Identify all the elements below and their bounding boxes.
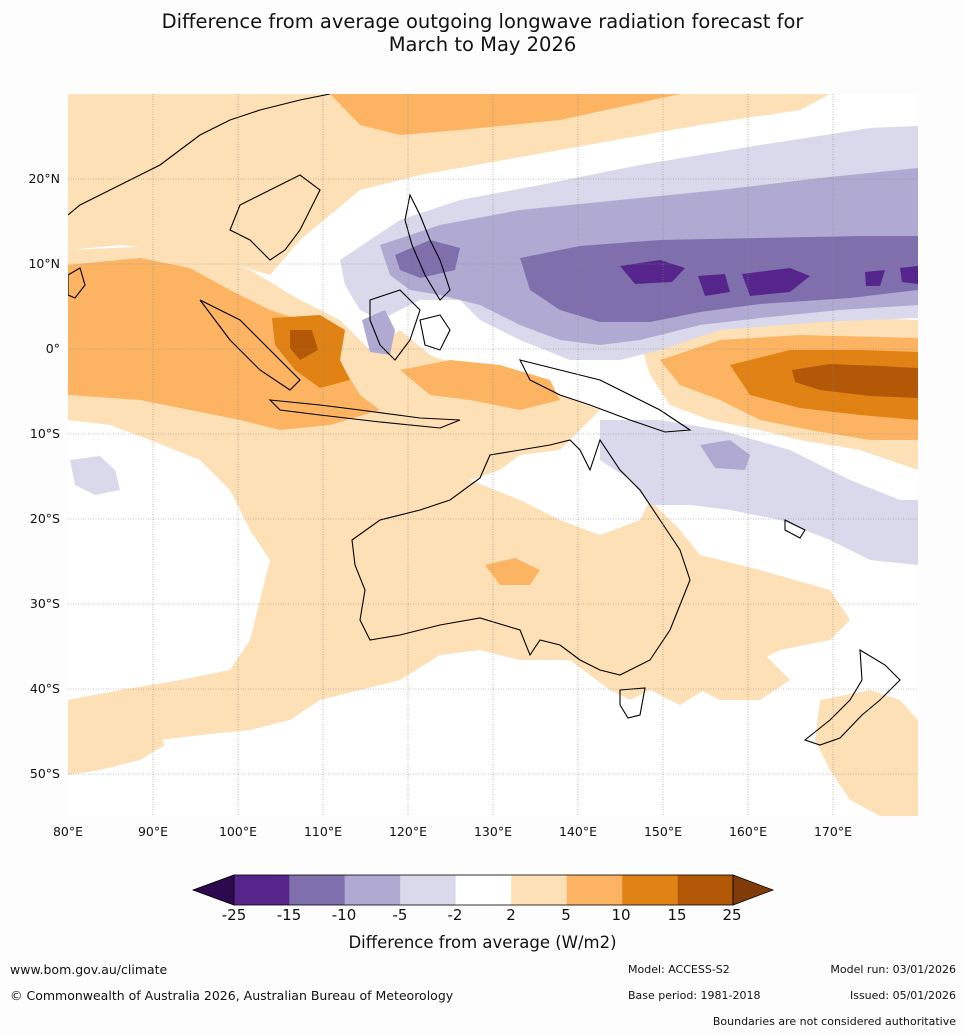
- footer-model: Model: ACCESS-S2: [628, 963, 730, 976]
- colorbar-title: Difference from average (W/m2): [348, 933, 617, 952]
- footer-issued: Issued: 05/01/2026: [849, 989, 956, 1002]
- coastlines: [68, 94, 901, 746]
- colorbar-segments: [191, 874, 775, 906]
- title-line-1: Difference from average outgoing longwav…: [161, 10, 804, 33]
- footer-copyright: © Commonwealth of Australia 2026, Austra…: [10, 988, 454, 1003]
- lon-label-120e: 120°E: [388, 824, 427, 839]
- title-line-2: March to May 2026: [388, 33, 577, 56]
- lon-label-140e: 140°E: [558, 824, 597, 839]
- colorbar-segment: [289, 875, 345, 905]
- forecast-map: [68, 94, 918, 816]
- colorbar-label: 5: [561, 906, 571, 924]
- colorbar-extend-low: [191, 874, 235, 906]
- lat-label-10n: 10°N: [28, 256, 60, 271]
- colorbar-segment: [400, 875, 456, 905]
- colorbar-segment: [344, 875, 401, 905]
- lon-label-130e: 130°E: [473, 824, 512, 839]
- anomaly-neg15-neg25-regions: [620, 260, 918, 296]
- colorbar-segment: [511, 875, 567, 905]
- lon-label-80e: 80°E: [52, 824, 84, 839]
- colorbar-segment: [622, 875, 678, 905]
- lat-label-10s: 10°S: [29, 426, 60, 441]
- lon-label-100e: 100°E: [218, 824, 257, 839]
- map-title: Difference from average outgoing longwav…: [0, 10, 965, 56]
- lon-label-90e: 90°E: [137, 824, 169, 839]
- colorbar-segment: [566, 875, 623, 905]
- colorbar-label: -2: [447, 906, 463, 924]
- colorbar-label: 15: [667, 906, 687, 924]
- lat-label-40s: 40°S: [29, 681, 60, 696]
- colorbar-label: -15: [276, 906, 302, 924]
- footer-boundaries: Boundaries are not considered authoritat…: [712, 1015, 956, 1028]
- colorbar-frame: [233, 874, 734, 906]
- lat-label-20n: 20°N: [28, 171, 60, 186]
- lon-label-110e: 110°E: [303, 824, 342, 839]
- colorbar-segment: [234, 875, 290, 905]
- colorbar-label: -5: [392, 906, 408, 924]
- lat-label-50s: 50°S: [29, 766, 60, 781]
- graticule: [68, 94, 918, 816]
- colorbar-extend-high: [732, 874, 775, 906]
- colorbar-label: 25: [722, 906, 742, 924]
- lat-label-20s: 20°S: [29, 511, 60, 526]
- footer-base-period: Base period: 1981-2018: [628, 989, 761, 1002]
- colorbar-segment: [455, 875, 512, 905]
- lon-label-170e: 170°E: [813, 824, 852, 839]
- lon-label-160e: 160°E: [728, 824, 767, 839]
- anomaly-15-25-regions: [290, 330, 918, 398]
- anomaly-layer: [68, 94, 918, 816]
- colorbar-label: -10: [331, 906, 357, 924]
- footer-website[interactable]: www.bom.gov.au/climate: [10, 962, 168, 977]
- lat-label-30s: 30°S: [29, 596, 60, 611]
- lon-label-150e: 150°E: [643, 824, 682, 839]
- lat-label-equator: 0°: [45, 341, 60, 356]
- colorbar-label: 2: [506, 906, 516, 924]
- colorbar-label: 10: [611, 906, 631, 924]
- footer-model-run: Model run: 03/01/2026: [830, 963, 956, 976]
- colorbar-segment: [677, 875, 733, 905]
- colorbar-label: -25: [221, 906, 247, 924]
